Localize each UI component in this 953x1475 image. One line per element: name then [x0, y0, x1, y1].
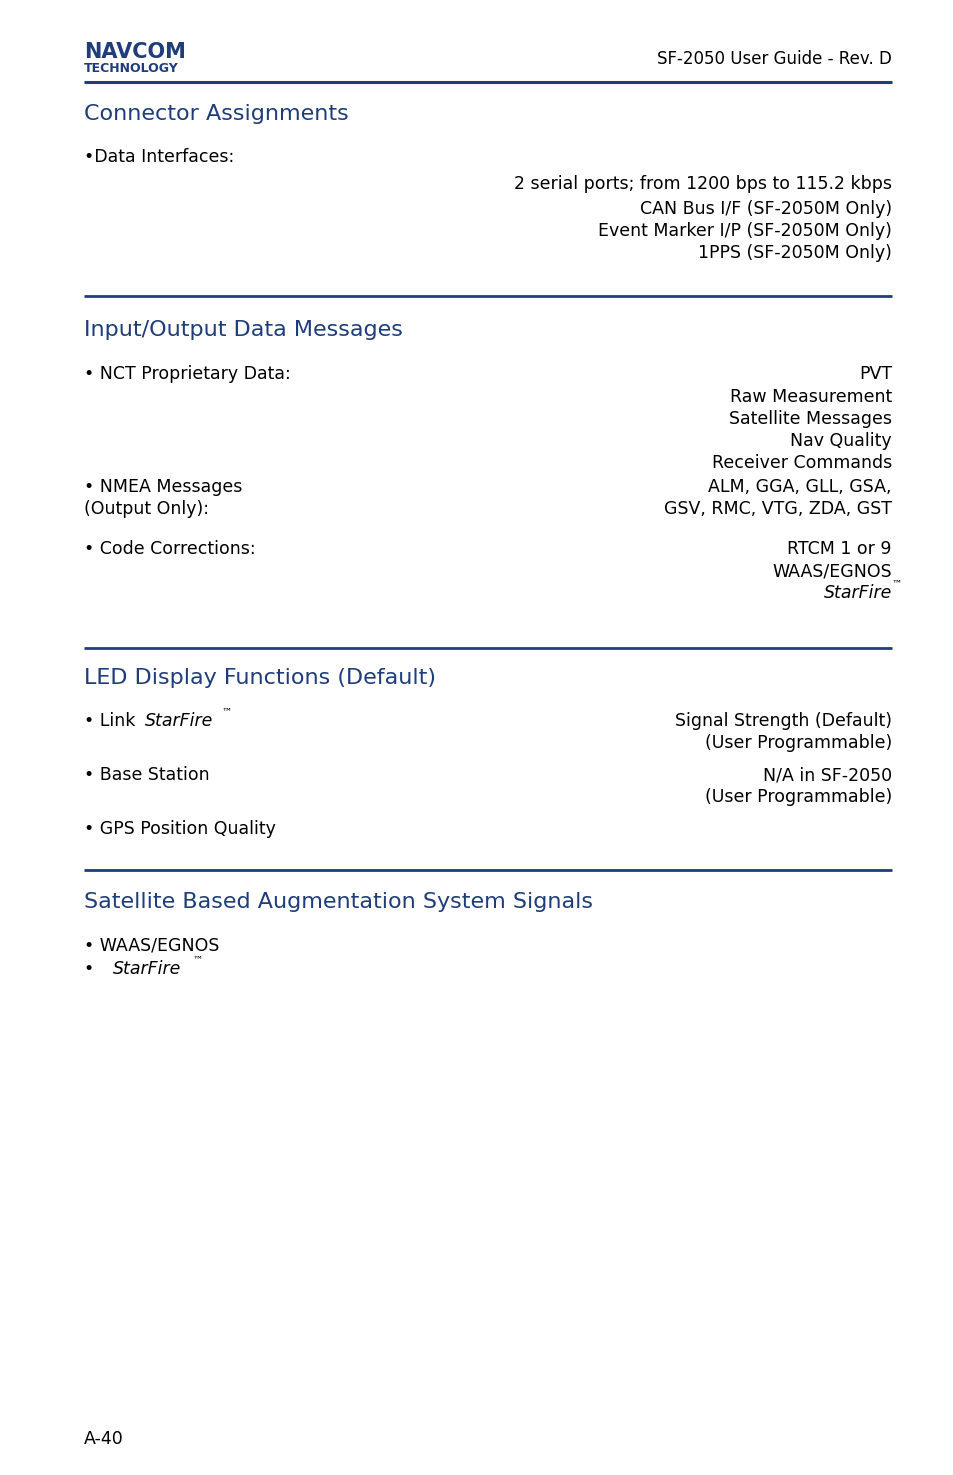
Text: StarFire: StarFire	[145, 712, 213, 730]
Text: Input/Output Data Messages: Input/Output Data Messages	[84, 320, 402, 341]
Text: Connector Assignments: Connector Assignments	[84, 105, 349, 124]
Text: •Data Interfaces:: •Data Interfaces:	[84, 148, 233, 167]
Text: (Output Only):: (Output Only):	[84, 500, 209, 518]
Text: N/A in SF-2050: N/A in SF-2050	[762, 766, 891, 785]
Text: TECHNOLOGY: TECHNOLOGY	[84, 62, 178, 75]
Text: • GPS Position Quality: • GPS Position Quality	[84, 820, 275, 838]
Text: NAVCOM: NAVCOM	[84, 41, 186, 62]
Text: GSV, RMC, VTG, ZDA, GST: GSV, RMC, VTG, ZDA, GST	[663, 500, 891, 518]
Text: Satellite Messages: Satellite Messages	[728, 410, 891, 428]
Text: • Base Station: • Base Station	[84, 766, 210, 785]
Text: StarFire: StarFire	[822, 584, 891, 602]
Text: (User Programmable): (User Programmable)	[704, 735, 891, 752]
Text: StarFire: StarFire	[112, 960, 181, 978]
Text: Raw Measurement: Raw Measurement	[729, 388, 891, 406]
Text: CAN Bus I/F (SF-2050M Only): CAN Bus I/F (SF-2050M Only)	[639, 201, 891, 218]
Text: • NCT Proprietary Data:: • NCT Proprietary Data:	[84, 364, 291, 384]
Text: •: •	[84, 960, 100, 978]
Text: RTCM 1 or 9: RTCM 1 or 9	[786, 540, 891, 558]
Text: 2 serial ports; from 1200 bps to 115.2 kbps: 2 serial ports; from 1200 bps to 115.2 k…	[514, 176, 891, 193]
Text: A-40: A-40	[84, 1429, 124, 1448]
Text: ™: ™	[192, 954, 202, 965]
Text: ™: ™	[891, 578, 902, 589]
Text: • WAAS/EGNOS: • WAAS/EGNOS	[84, 937, 219, 954]
Text: Event Marker I/P (SF-2050M Only): Event Marker I/P (SF-2050M Only)	[598, 223, 891, 240]
Text: Nav Quality: Nav Quality	[789, 432, 891, 450]
Text: WAAS/EGNOS: WAAS/EGNOS	[772, 562, 891, 580]
Text: • NMEA Messages: • NMEA Messages	[84, 478, 242, 496]
Text: • Link: • Link	[84, 712, 141, 730]
Text: • Code Corrections:: • Code Corrections:	[84, 540, 255, 558]
Text: LED Display Functions (Default): LED Display Functions (Default)	[84, 668, 436, 687]
Text: 1PPS (SF-2050M Only): 1PPS (SF-2050M Only)	[698, 243, 891, 263]
Text: ALM, GGA, GLL, GSA,: ALM, GGA, GLL, GSA,	[708, 478, 891, 496]
Text: Receiver Commands: Receiver Commands	[711, 454, 891, 472]
Text: SF-2050 User Guide - Rev. D: SF-2050 User Guide - Rev. D	[657, 50, 891, 68]
Text: PVT: PVT	[858, 364, 891, 384]
Text: Satellite Based Augmentation System Signals: Satellite Based Augmentation System Sign…	[84, 892, 593, 912]
Text: ™: ™	[222, 707, 233, 715]
Text: (User Programmable): (User Programmable)	[704, 788, 891, 805]
Text: Signal Strength (Default): Signal Strength (Default)	[675, 712, 891, 730]
